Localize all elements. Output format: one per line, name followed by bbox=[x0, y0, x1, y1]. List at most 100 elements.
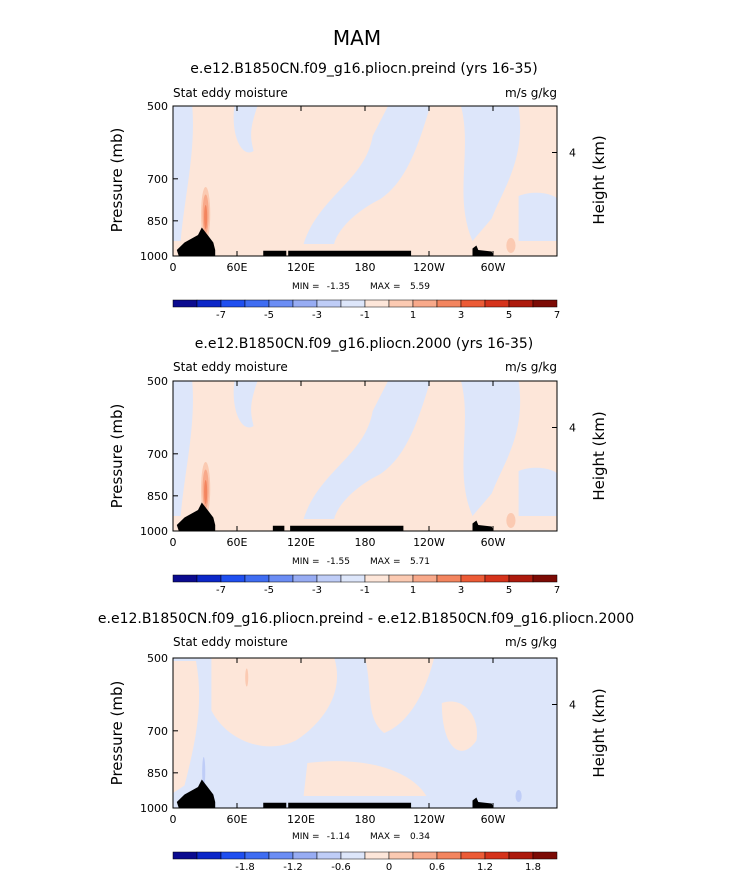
colorbar-label: 1 bbox=[410, 585, 416, 596]
colorbar-label: -1.2 bbox=[283, 862, 303, 873]
colorbar-swatch bbox=[220, 299, 246, 308]
colorbar-swatch bbox=[364, 851, 390, 860]
x-tick-label: 180 bbox=[355, 813, 376, 826]
colorbar-swatch bbox=[460, 299, 486, 308]
panel-3-max-value: 0.34 bbox=[410, 832, 430, 842]
colorbar-swatch bbox=[532, 574, 558, 583]
colorbar-swatch bbox=[340, 574, 366, 583]
field-region-neg bbox=[518, 192, 557, 241]
panel-1-title: e.e12.B1850CN.f09_g16.pliocn.preind (yrs… bbox=[190, 61, 537, 77]
colorbar-swatch bbox=[316, 574, 342, 583]
x-tick-label: 60W bbox=[481, 536, 506, 549]
field-region-neg bbox=[461, 381, 521, 516]
colorbar-swatch bbox=[292, 574, 318, 583]
field-region-neg bbox=[303, 106, 431, 244]
panel-1-max-value: 5.59 bbox=[410, 282, 430, 292]
colorbar-swatch bbox=[412, 299, 438, 308]
field-region-pos bbox=[365, 658, 435, 733]
colorbar-swatch bbox=[292, 851, 318, 860]
x-tick-label: 120W bbox=[413, 536, 445, 549]
y-tick-label: 500 bbox=[147, 100, 168, 113]
colorbar-swatch bbox=[172, 299, 198, 308]
panel-1-min-label: MIN = bbox=[292, 282, 320, 292]
field-region-pos bbox=[204, 480, 208, 504]
y-tick-label: 500 bbox=[147, 652, 168, 665]
colorbar-swatch bbox=[388, 299, 414, 308]
x-tick-label: 120W bbox=[413, 813, 445, 826]
colorbar-swatch bbox=[220, 574, 246, 583]
panel-2: e.e12.B1850CN.f09_g16.pliocn.2000 (yrs 1… bbox=[108, 336, 608, 596]
x-tick-label: 60E bbox=[227, 813, 248, 826]
panel-3-axes: 0 60E 120E 180 120W 60W 500 700 850 1000 4 bbox=[140, 652, 576, 826]
topography bbox=[272, 525, 285, 531]
colorbar-swatch bbox=[292, 299, 318, 308]
field-region-pos bbox=[506, 513, 516, 528]
field-region-neg bbox=[303, 381, 431, 519]
topography bbox=[176, 779, 216, 808]
topography bbox=[176, 227, 216, 256]
colorbar-swatch bbox=[436, 851, 462, 860]
x-tick-label: 60E bbox=[227, 536, 248, 549]
x-tick-label: 60W bbox=[481, 813, 506, 826]
panel-3-min-value: -1.14 bbox=[327, 832, 351, 842]
y-tick-label: 850 bbox=[147, 767, 168, 780]
colorbar-label: -7 bbox=[216, 310, 226, 321]
colorbar-swatch bbox=[316, 299, 342, 308]
field-region-neg bbox=[461, 106, 521, 241]
x-tick-label: 120E bbox=[287, 261, 315, 274]
colorbar-swatch bbox=[436, 299, 462, 308]
panel-2-right-label: m/s g/kg bbox=[505, 360, 557, 374]
field-region-pos bbox=[303, 761, 427, 796]
colorbar-swatch bbox=[412, 574, 438, 583]
colorbar-label: 3 bbox=[458, 585, 464, 596]
field-region-neg bbox=[173, 381, 193, 516]
panel-2-max-value: 5.71 bbox=[410, 557, 430, 567]
topography bbox=[263, 250, 287, 256]
panel-3: e.e12.B1850CN.f09_g16.pliocn.preind - e.… bbox=[98, 611, 634, 873]
x-tick-label: 0 bbox=[170, 536, 177, 549]
field-region-neg bbox=[515, 790, 522, 802]
x-tick-label: 120E bbox=[287, 813, 315, 826]
colorbar-label: -5 bbox=[264, 310, 274, 321]
colorbar-swatch bbox=[220, 851, 246, 860]
colorbar-swatch bbox=[436, 574, 462, 583]
colorbar-swatch bbox=[340, 851, 366, 860]
panel-3-ylabel: Pressure (mb) bbox=[108, 681, 126, 786]
colorbar-swatch bbox=[196, 574, 222, 583]
panel-3-max-label: MAX = bbox=[370, 832, 401, 842]
panel-2-axes: 0 60E 120E 180 120W 60W 500 700 850 1000 4 bbox=[140, 375, 576, 549]
panel-2-plot bbox=[173, 381, 557, 531]
topography bbox=[288, 802, 412, 808]
topography bbox=[263, 802, 287, 808]
y-tick-label: 1000 bbox=[140, 250, 168, 263]
x-tick-label: 60E bbox=[227, 261, 248, 274]
x-tick-label: 120E bbox=[287, 536, 315, 549]
colorbar-swatch bbox=[268, 299, 294, 308]
panel-1-ylabel: Pressure (mb) bbox=[108, 128, 126, 233]
field-region-neg bbox=[518, 467, 557, 516]
colorbar-label: 5 bbox=[506, 585, 512, 596]
colorbar-swatch bbox=[244, 851, 270, 860]
colorbar-swatch bbox=[196, 299, 222, 308]
panel-3-colorbar: -1.8 -1.2 -0.6 0 0.6 1.2 1.8 bbox=[172, 851, 558, 873]
colorbar-swatch bbox=[508, 574, 534, 583]
field-region-neg bbox=[233, 381, 258, 428]
y-tick-label: 500 bbox=[147, 375, 168, 388]
colorbar-swatch bbox=[388, 851, 414, 860]
y-tick-label: 700 bbox=[147, 173, 168, 186]
colorbar-swatch bbox=[244, 574, 270, 583]
y-tick-label: 850 bbox=[147, 490, 168, 503]
x-tick-label: 180 bbox=[355, 536, 376, 549]
colorbar-label: -1.8 bbox=[235, 862, 255, 873]
colorbar-label: 1.2 bbox=[477, 862, 493, 873]
panel-1-y2label: Height (km) bbox=[590, 135, 608, 224]
y-tick-label: 700 bbox=[147, 725, 168, 738]
colorbar-swatch bbox=[268, 851, 294, 860]
colorbar-label: 1 bbox=[410, 310, 416, 321]
topography bbox=[472, 797, 494, 808]
colorbar-swatch bbox=[172, 851, 198, 860]
y-tick-label: 1000 bbox=[140, 525, 168, 538]
colorbar-swatch bbox=[412, 851, 438, 860]
field-region-pos bbox=[204, 205, 208, 229]
